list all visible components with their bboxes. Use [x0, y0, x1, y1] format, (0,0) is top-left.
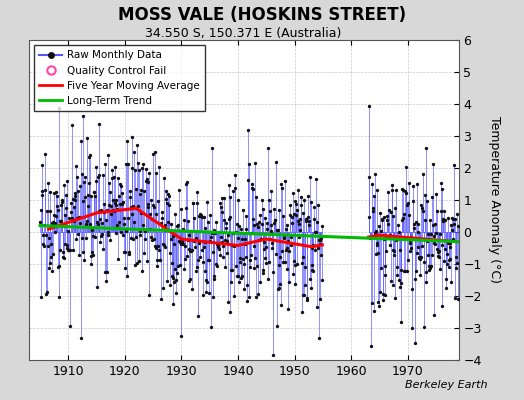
Legend: Raw Monthly Data, Quality Control Fail, Five Year Moving Average, Long-Term Tren: Raw Monthly Data, Quality Control Fail, …: [34, 45, 205, 111]
Y-axis label: Temperature Anomaly (°C): Temperature Anomaly (°C): [488, 116, 501, 284]
Title: 34.550 S, 150.371 E (Australia): 34.550 S, 150.371 E (Australia): [146, 27, 342, 40]
Text: Berkeley Earth: Berkeley Earth: [405, 380, 487, 390]
Text: MOSS VALE (HOSKINS STREET): MOSS VALE (HOSKINS STREET): [118, 6, 406, 24]
